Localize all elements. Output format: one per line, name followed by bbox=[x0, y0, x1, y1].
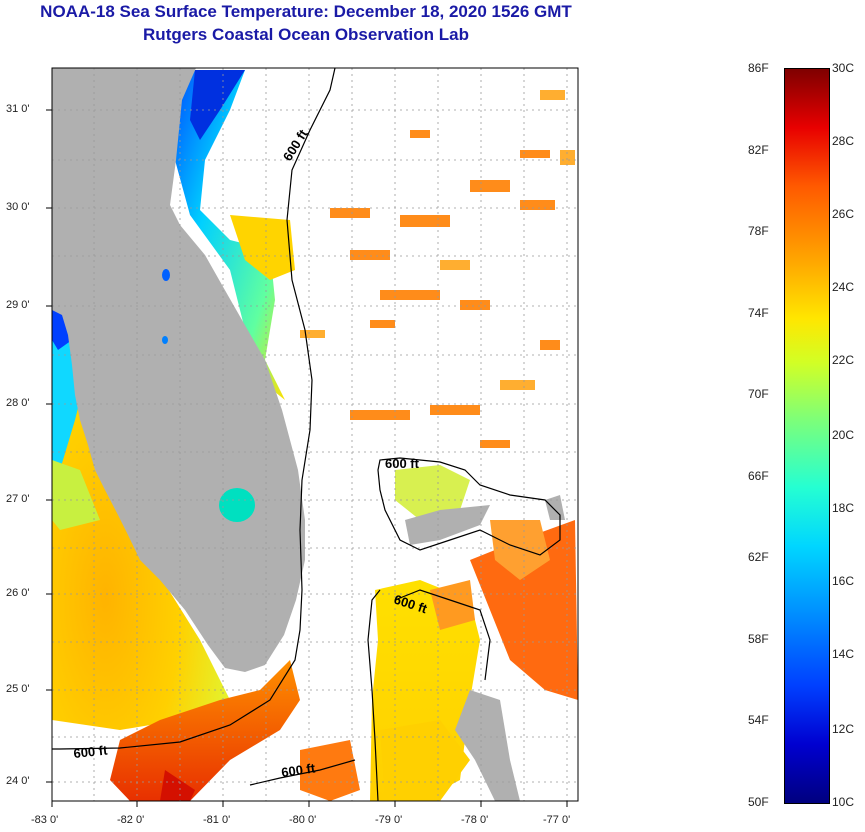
colorbar-c-label: 26C bbox=[832, 207, 855, 221]
contour-label: 600 ft bbox=[280, 760, 316, 780]
colorbar-c-label: 30C bbox=[832, 61, 855, 75]
colorbar-f-label: 66F bbox=[748, 469, 769, 483]
colorbar-f-label: 82F bbox=[748, 143, 769, 157]
colorbar-c-label: 22C bbox=[832, 353, 855, 367]
colorbar-f-label: 74F bbox=[748, 306, 769, 320]
colorbar-f-label: 50F bbox=[748, 795, 769, 809]
lat-label: 24 0' bbox=[6, 775, 30, 787]
contour-label: 600 ft bbox=[73, 742, 109, 761]
colorbar-c-label: 14C bbox=[832, 647, 855, 661]
lon-label: -79 0' bbox=[375, 814, 403, 826]
colorbar-c-label: 24C bbox=[832, 280, 855, 294]
map-subtitle: Rutgers Coastal Ocean Observation Lab bbox=[143, 25, 469, 44]
lon-label: -77 0' bbox=[543, 814, 571, 826]
depth-contours bbox=[52, 68, 561, 801]
lon-label: -82 0' bbox=[117, 814, 145, 826]
lon-label: -83 0' bbox=[31, 814, 59, 826]
contour-labels: 600 ft 600 ft 600 ft 600 ft 600 ft bbox=[73, 126, 430, 780]
lat-label: 29 0' bbox=[6, 299, 30, 311]
colorbar-c-label: 18C bbox=[832, 501, 855, 515]
lon-label: -81 0' bbox=[203, 814, 231, 826]
colorbar-c-label: 28C bbox=[832, 134, 855, 148]
lat-label: 28 0' bbox=[6, 397, 30, 409]
map-title: NOAA-18 Sea Surface Temperature: Decembe… bbox=[40, 2, 572, 21]
graticule bbox=[52, 68, 578, 801]
colorbar-f-label: 86F bbox=[748, 61, 769, 75]
lat-label: 30 0' bbox=[6, 201, 30, 213]
colorbar-f-label: 58F bbox=[748, 632, 769, 646]
lat-label: 25 0' bbox=[6, 683, 30, 695]
temperature-colorbar bbox=[784, 68, 830, 804]
lat-label: 26 0' bbox=[6, 587, 30, 599]
colorbar-c-label: 16C bbox=[832, 574, 855, 588]
lon-label: -78 0' bbox=[461, 814, 489, 826]
contour-label: 600 ft bbox=[385, 456, 420, 471]
colorbar-f-label: 70F bbox=[748, 387, 769, 401]
lon-label: -80 0' bbox=[289, 814, 317, 826]
colorbar-c-label: 20C bbox=[832, 428, 855, 442]
colorbar-f-label: 62F bbox=[748, 550, 769, 564]
colorbar-f-label: 78F bbox=[748, 224, 769, 238]
map-frame bbox=[51, 67, 579, 802]
colorbar-c-label: 12C bbox=[832, 722, 855, 736]
sst-data-layer bbox=[52, 68, 578, 801]
lat-label: 31 0' bbox=[6, 103, 30, 115]
lat-label: 27 0' bbox=[6, 493, 30, 505]
colorbar-f-label: 54F bbox=[748, 713, 769, 727]
colorbar-c-label: 10C bbox=[832, 795, 855, 809]
